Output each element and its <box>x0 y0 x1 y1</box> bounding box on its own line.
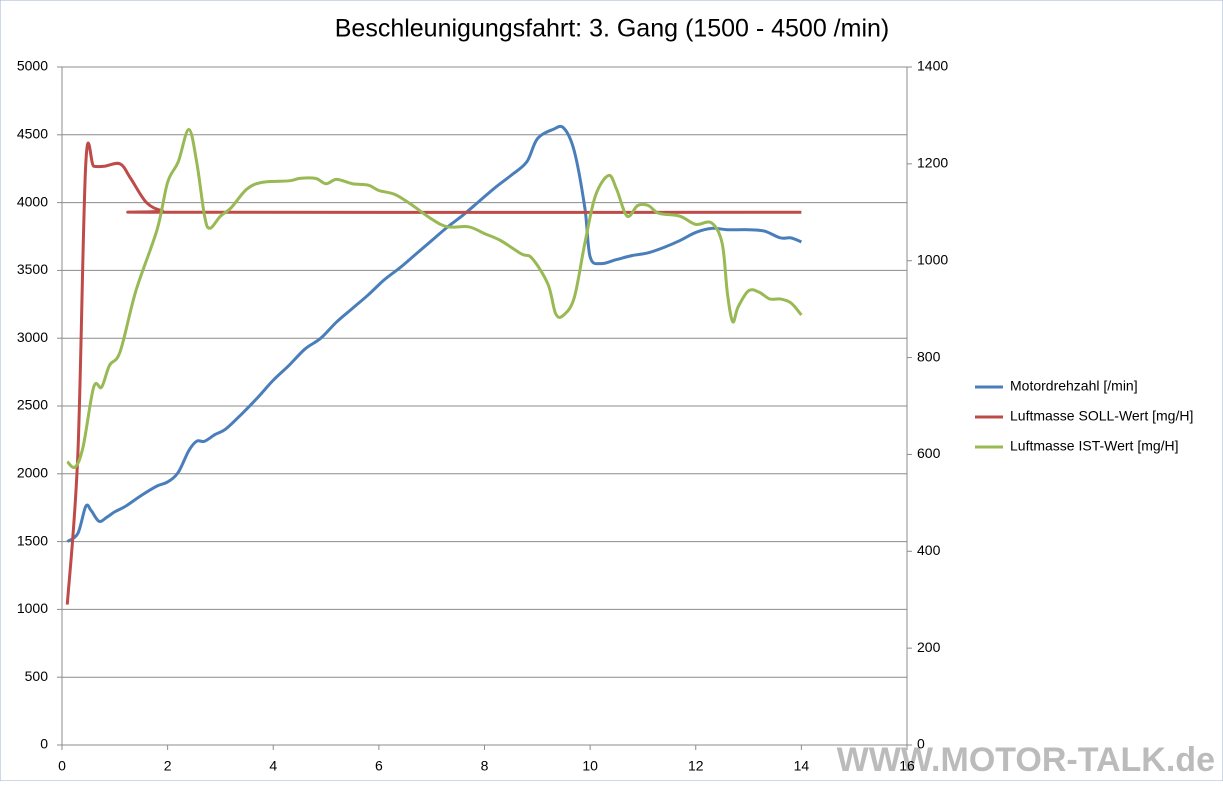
y-tick-label: 500 <box>25 668 49 684</box>
x-tick-label: 4 <box>269 758 277 774</box>
y2-tick-label: 200 <box>917 639 941 655</box>
x-tick-label: 14 <box>794 758 810 774</box>
x-tick-label: 16 <box>899 758 915 774</box>
y-tick-label: 5000 <box>17 58 48 74</box>
series-line <box>65 141 802 605</box>
x-tick-label: 8 <box>481 758 489 774</box>
y2-tick-label: 800 <box>917 348 941 364</box>
y2-tick-label: 0 <box>917 736 925 752</box>
watermark: WWW.MOTOR-TALK.de <box>837 741 1215 779</box>
y-tick-label: 4000 <box>17 193 48 209</box>
x-tick-label: 10 <box>582 758 598 774</box>
series-line <box>66 127 803 470</box>
legend-label: Luftmasse SOLL-Wert [mg/H] <box>1010 408 1193 424</box>
series-line <box>66 124 802 543</box>
y2-tick-label: 600 <box>917 445 941 461</box>
y-tick-label: 1000 <box>17 600 48 616</box>
y2-tick-label: 1000 <box>917 251 948 267</box>
y-tick-label: 2000 <box>17 465 48 481</box>
y-tick-label: 0 <box>40 736 48 752</box>
x-tick-label: 2 <box>164 758 172 774</box>
y-tick-label: 3500 <box>17 261 48 277</box>
legend-label: Luftmasse IST-Wert [mg/H] <box>1010 438 1179 454</box>
y2-tick-label: 1200 <box>917 155 948 171</box>
chart-title: Beschleunigungsfahrt: 3. Gang (1500 - 45… <box>335 15 890 43</box>
y-tick-label: 3000 <box>17 329 48 345</box>
y-tick-label: 1500 <box>17 532 48 548</box>
x-tick-label: 6 <box>375 758 383 774</box>
x-tick-label: 12 <box>688 758 704 774</box>
x-tick-label: 0 <box>58 758 66 774</box>
y-tick-label: 4500 <box>17 126 48 142</box>
y2-tick-label: 400 <box>917 542 941 558</box>
y-tick-label: 2500 <box>17 397 48 413</box>
legend-label: Motordrehzahl [/min] <box>1010 378 1138 394</box>
y2-tick-label: 1400 <box>917 58 948 74</box>
